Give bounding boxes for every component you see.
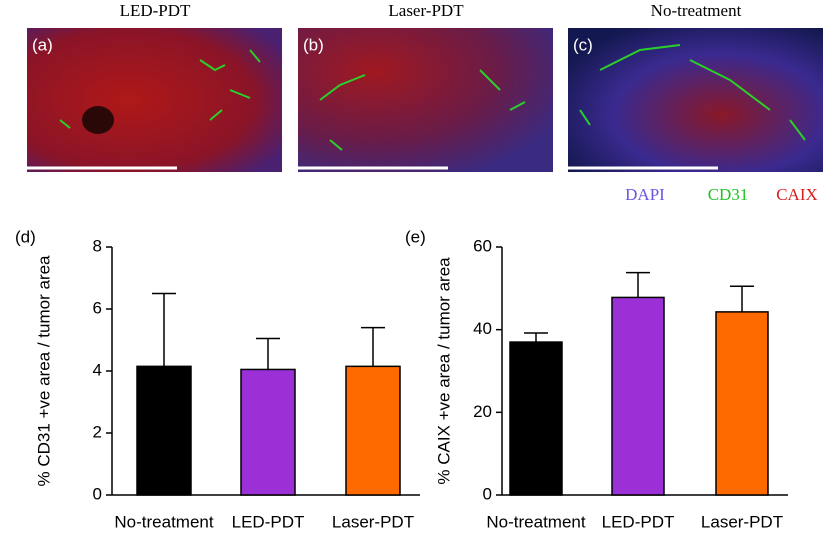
micrograph [27, 28, 282, 172]
panel-label: (c) [573, 35, 593, 54]
y-axis-label: % CD31 +ve area / tumor area [34, 255, 53, 487]
y-axis-label: % CAIX +ve area / tumor area [434, 257, 453, 485]
panel-label: (d) [15, 227, 36, 246]
y-tick-label: 60 [473, 236, 492, 255]
vessels [59, 44, 806, 151]
micrograph-void [82, 106, 114, 134]
bar [345, 365, 401, 496]
x-tick-label: Laser-PDT [701, 512, 783, 531]
y-tick-label: 8 [93, 236, 102, 255]
y-tick-label: 0 [483, 484, 492, 503]
bar [509, 341, 563, 496]
y-tick-label: 20 [473, 402, 492, 421]
panel-label: (e) [405, 227, 426, 246]
y-tick-label: 0 [93, 484, 102, 503]
y-tick-label: 2 [93, 422, 102, 441]
panel-label: (a) [32, 35, 53, 54]
x-tick-label: No-treatment [114, 512, 213, 531]
y-tick-label: 4 [93, 360, 102, 379]
x-tick-label: No-treatment [486, 512, 585, 531]
bar [715, 311, 769, 496]
panel-label: (b) [303, 35, 324, 54]
stain-legend: DAPI [625, 185, 665, 204]
y-tick-label: 40 [473, 319, 492, 338]
panel-title: Laser-PDT [388, 1, 464, 20]
x-tick-label: Laser-PDT [332, 512, 414, 531]
panel-title: No-treatment [651, 1, 742, 20]
bar [240, 368, 296, 496]
y-tick-label: 6 [93, 298, 102, 317]
bar [136, 365, 192, 496]
bar [611, 296, 665, 496]
panel-title: LED-PDT [120, 1, 191, 20]
micrographs [27, 28, 823, 172]
x-tick-label: LED-PDT [232, 512, 305, 531]
micrograph [298, 28, 553, 172]
x-tick-label: LED-PDT [602, 512, 675, 531]
stain-legend: CAIX [776, 185, 818, 204]
micrograph [568, 28, 823, 172]
stain-legend: CD31 [708, 185, 749, 204]
